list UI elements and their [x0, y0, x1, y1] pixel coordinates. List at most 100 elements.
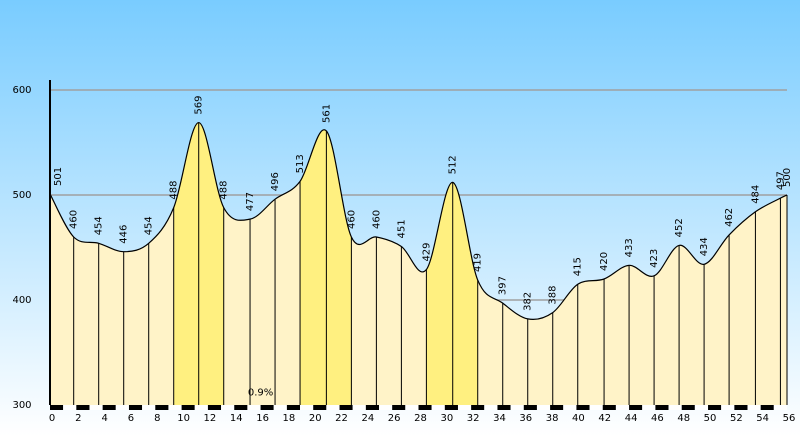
distance-stripe — [155, 405, 169, 410]
segment-fill — [300, 129, 327, 405]
x-tick-label: 6 — [128, 413, 134, 424]
segment-fill — [98, 243, 124, 405]
x-tick-label: 38 — [546, 413, 559, 424]
distance-stripe — [655, 405, 669, 410]
distance-stripe — [497, 405, 511, 410]
value-label: 454 — [144, 216, 155, 235]
x-tick-label: 14 — [230, 413, 243, 424]
value-label: 462 — [724, 208, 735, 227]
segment-fill — [275, 181, 301, 405]
distance-stripe — [418, 405, 432, 410]
segment-fill — [477, 280, 503, 405]
value-label: 419 — [473, 253, 484, 272]
segment-fill — [604, 265, 630, 405]
x-tick-label: 28 — [414, 413, 427, 424]
distance-stripe — [234, 405, 248, 410]
distance-stripe — [168, 405, 182, 410]
distance-stripe — [576, 405, 590, 410]
x-tick-label: 32 — [467, 413, 480, 424]
x-tick-label: 30 — [440, 413, 453, 424]
x-tick-label: 36 — [519, 413, 532, 424]
x-tick-label: 42 — [598, 413, 611, 424]
value-label: 513 — [295, 154, 306, 173]
distance-stripe — [102, 405, 116, 410]
distance-stripe — [181, 405, 195, 410]
segment-fill — [223, 207, 251, 405]
value-label: 446 — [119, 225, 130, 244]
segment-fill — [198, 122, 224, 406]
distance-stripe — [668, 405, 682, 410]
segment-fill — [780, 195, 787, 405]
x-tick-label: 8 — [154, 413, 160, 424]
profile-line — [49, 121, 788, 320]
y-tick-label: 600 — [12, 85, 31, 96]
y-tick-label: 400 — [12, 295, 31, 306]
value-label: 382 — [523, 292, 534, 311]
distance-stripe — [747, 405, 761, 410]
distance-stripe — [484, 405, 498, 410]
distance-stripe — [352, 405, 366, 410]
distance-stripe — [194, 405, 208, 410]
x-tick-label: 2 — [75, 413, 81, 424]
segment-fill — [351, 236, 377, 405]
x-tick-label: 18 — [283, 413, 296, 424]
x-tick-label: 12 — [204, 413, 217, 424]
distance-stripe — [444, 405, 458, 410]
distance-stripe — [510, 405, 524, 410]
distance-stripe — [773, 405, 787, 410]
x-tick-label: 26 — [388, 413, 401, 424]
distance-stripe — [286, 405, 301, 410]
value-label: 496 — [270, 172, 281, 191]
segment-fill — [326, 130, 352, 405]
segment-fill — [552, 284, 578, 405]
distance-stripe — [536, 405, 551, 410]
distance-stripe — [431, 405, 445, 410]
segment-fill — [148, 207, 174, 405]
distance-stripe — [50, 405, 64, 410]
value-label: 415 — [573, 257, 584, 276]
segment-fill — [729, 211, 756, 405]
value-label: 561 — [321, 104, 332, 123]
x-tick-label: 4 — [101, 413, 107, 424]
segment-fill — [123, 243, 149, 405]
value-label: 488 — [169, 181, 180, 200]
value-label: 460 — [371, 210, 382, 229]
distance-stripe — [247, 405, 261, 410]
distance-stripe — [326, 405, 340, 410]
distance-stripe — [471, 405, 485, 410]
segment-fill — [527, 312, 553, 405]
segment-fill — [250, 199, 276, 405]
y-tick-label: 500 — [12, 190, 31, 201]
distance-stripe — [273, 405, 287, 410]
value-label: 433 — [624, 238, 635, 257]
y-tick-label: 300 — [12, 400, 31, 411]
value-label: 451 — [396, 219, 407, 238]
distance-stripe — [63, 405, 77, 410]
segment-fill — [502, 303, 528, 405]
distance-stripe — [89, 405, 103, 410]
x-tick-label: 50 — [704, 413, 717, 424]
distance-stripe — [629, 405, 643, 410]
distance-stripe — [115, 405, 129, 410]
value-label: 423 — [649, 249, 660, 268]
segment-fill — [173, 122, 199, 406]
x-tick-label: 52 — [730, 413, 743, 424]
x-tick-label: 40 — [572, 413, 585, 424]
distance-stripe — [589, 405, 603, 410]
annotation: 0.9% — [248, 387, 273, 398]
value-label: 501 — [53, 167, 64, 186]
distance-stripe — [523, 405, 537, 410]
segment-fill — [629, 265, 655, 405]
distance-stripe — [642, 405, 656, 410]
value-label: 460 — [346, 210, 357, 229]
distance-stripe — [457, 405, 472, 410]
distance-stripe — [260, 405, 274, 410]
segment-fill — [50, 193, 74, 405]
value-label: 434 — [699, 237, 710, 256]
distance-stripe — [392, 405, 406, 410]
x-tick-label: 22 — [335, 413, 348, 424]
segment-fill — [654, 245, 680, 405]
segment-fill — [755, 198, 781, 405]
segment-fill — [577, 279, 605, 405]
